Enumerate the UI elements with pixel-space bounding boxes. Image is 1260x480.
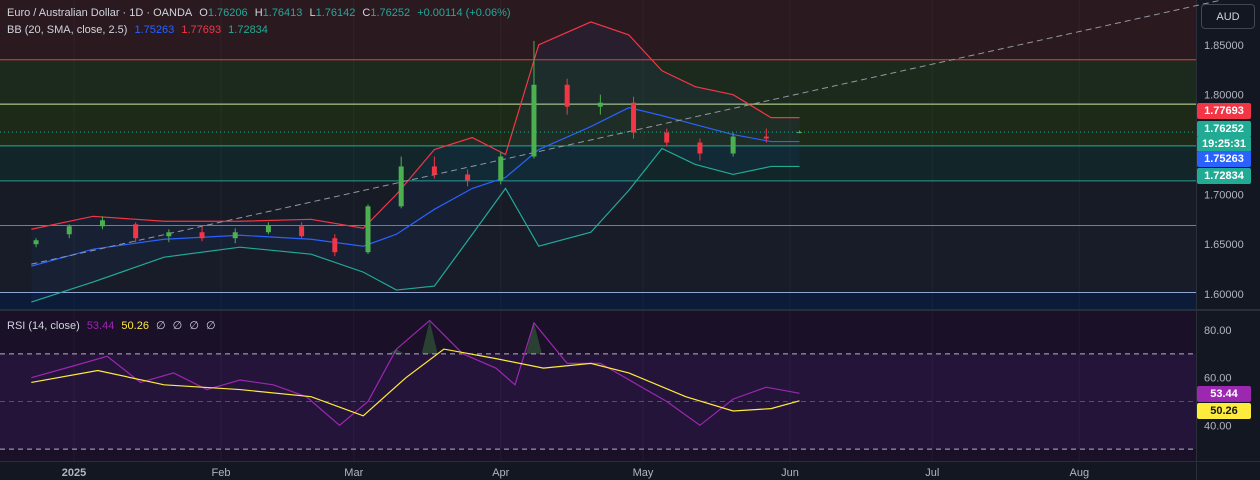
rsi-legend-slot: ∅ (172, 320, 183, 332)
candle-body (99, 220, 105, 227)
candle-body (797, 132, 803, 134)
candle-body (564, 84, 570, 107)
rsi-overbought-fill (525, 322, 542, 354)
candle-body (730, 136, 736, 154)
symbol-title: Euro / Australian Dollar · 1D · OANDA (7, 7, 193, 19)
rsi-overbought-fill (421, 320, 438, 354)
candle-body (265, 225, 271, 233)
time-axis-label: Mar (344, 467, 363, 479)
currency-button[interactable]: AUD (1201, 4, 1255, 29)
open-value: 1.76206 (207, 7, 248, 19)
price-zone (0, 59, 1196, 105)
candle-body (299, 226, 305, 237)
rsi-legend-slot: ∅ (156, 320, 166, 332)
bb-upper-price-tag: 1.77693 (1197, 103, 1251, 119)
candle-body (431, 166, 437, 175)
candle-body (232, 232, 238, 239)
time-axis-label: Jun (781, 467, 799, 479)
price-axis-label: 1.60000 (1204, 289, 1244, 301)
candle-body (531, 84, 537, 157)
candle-body (631, 102, 637, 133)
bb-basis-price-tag: 1.75263 (1197, 151, 1251, 167)
high-key: H (254, 7, 263, 19)
candle-body (465, 174, 471, 181)
rsi-axis-label: 40.00 (1204, 420, 1232, 432)
time-axis-label: May (633, 467, 654, 479)
rsi-legend-name: RSI (14, close) (7, 320, 80, 332)
candle-body (332, 238, 338, 253)
high-value: 1.76413 (262, 7, 303, 19)
candle-body (498, 156, 504, 181)
time-axis-label: 2025 (62, 467, 86, 479)
rsi-price-tag: 53.44 (1197, 386, 1251, 402)
price-axis-label: 1.65000 (1204, 239, 1244, 251)
candle-body (365, 206, 371, 253)
candle-body (597, 102, 603, 107)
bb-legend-upper: 1.77693 (181, 24, 222, 36)
change-value: +0.00114 (+0.06%) (417, 7, 511, 19)
close-key: C (362, 7, 371, 19)
time-axis-label: Apr (492, 467, 509, 479)
last-price-tag: 1.76252 (1197, 121, 1251, 137)
rsi-legend-ma: 50.26 (121, 320, 149, 332)
rsi-axis-label: 60.00 (1204, 373, 1232, 385)
rsi-ma-price-tag: 50.26 (1197, 403, 1251, 419)
low-value: 1.76142 (315, 7, 356, 19)
rsi-ma-line (31, 348, 800, 417)
time-axis-label: Aug (1070, 467, 1090, 479)
candle-body (133, 224, 139, 239)
bb-upper-line (31, 21, 800, 230)
bb-legend-basis: 1.75263 (134, 24, 175, 36)
price-zone (0, 145, 1196, 181)
price-zone (0, 180, 1196, 226)
open-key: O (199, 7, 208, 19)
rsi-legend-slot: ∅ (189, 320, 199, 332)
rsi-axis-label: 80.00 (1204, 325, 1232, 337)
rsi-legend-slot: ∅ (205, 320, 216, 332)
trend-line (31, 0, 1222, 265)
candle-body (66, 226, 72, 235)
bar-countdown-tag: 19:25:31 (1197, 136, 1251, 152)
price-axis-label: 1.80000 (1204, 90, 1244, 102)
rsi-overbought-fill (388, 349, 405, 354)
rsi-legend-value: 53.44 (86, 320, 115, 332)
bb-legend-lower: 1.72834 (228, 24, 268, 36)
price-zone (0, 0, 1196, 60)
candle-body (664, 132, 670, 143)
rsi-line (31, 319, 800, 427)
price-zone (0, 292, 1196, 309)
symbol-legend: Euro / Australian Dollar · 1D · OANDA O1… (7, 7, 515, 19)
time-axis-label: Feb (212, 467, 231, 479)
candle-body (697, 142, 703, 154)
bb-lower-line (31, 147, 800, 303)
candles-group (33, 40, 803, 257)
candle-body (33, 240, 39, 245)
price-zone (0, 225, 1196, 293)
rsi-legend[interactable]: RSI (14, close) 53.44 50.26 ∅ ∅ ∅ ∅ (7, 319, 220, 332)
time-axis-label: Jul (925, 467, 939, 479)
bb-legend[interactable]: BB (20, SMA, close, 2.5) 1.75263 1.77693… (7, 24, 272, 36)
bb-legend-name: BB (20, SMA, close, 2.5) (7, 24, 128, 36)
price-axis-label: 1.70000 (1204, 189, 1244, 201)
bb-basis-line (31, 107, 800, 267)
low-key: L (309, 7, 316, 19)
bb-lower-price-tag: 1.72834 (1197, 168, 1251, 184)
candle-body (166, 232, 172, 237)
close-value: 1.76252 (370, 7, 411, 19)
bb-band-fill (31, 21, 800, 303)
candle-body (398, 166, 404, 207)
price-axis-label: 1.85000 (1204, 40, 1244, 52)
candle-body (199, 232, 205, 239)
candle-body (763, 136, 769, 139)
